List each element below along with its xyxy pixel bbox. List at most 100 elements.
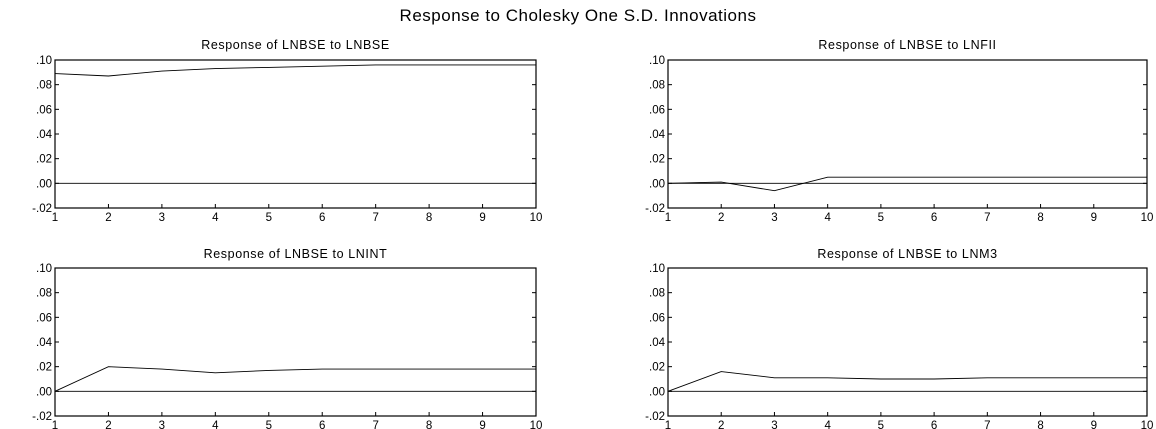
data-point [481, 64, 483, 66]
y-tick-label: .06 [649, 104, 665, 116]
data-point [107, 365, 109, 367]
data-point [667, 390, 669, 392]
data-point [321, 368, 323, 370]
y-tick-label: -.02 [645, 411, 665, 423]
x-tick-label: 5 [266, 420, 272, 429]
data-point [161, 70, 163, 72]
y-tick-label: .10 [36, 55, 52, 67]
x-tick-label: 6 [319, 212, 325, 224]
x-tick-label: 3 [771, 212, 777, 224]
data-point [1039, 377, 1041, 379]
data-point [826, 377, 828, 379]
x-tick-label: 2 [105, 212, 111, 224]
data-point [321, 65, 323, 67]
data-point [1146, 176, 1148, 178]
data-point [161, 368, 163, 370]
chart-panel-3: Response of LNBSE to LNINT .10 .08 .06 .04 .0… [32, 247, 542, 429]
data-point [1039, 176, 1041, 178]
data-point [428, 64, 430, 66]
x-tick-label: 8 [426, 212, 432, 224]
data-point [214, 372, 216, 374]
y-tick-label: .08 [36, 288, 52, 300]
y-tick-label: .10 [649, 55, 665, 67]
data-point [374, 64, 376, 66]
panel-title: Response of LNBSE to LNINT [204, 247, 388, 261]
data-point [933, 378, 935, 380]
data-point [773, 190, 775, 192]
x-tick-label: 9 [1091, 212, 1097, 224]
x-tick-label: 1 [665, 420, 671, 429]
x-tick-label: 1 [52, 420, 58, 429]
panel-title: Response of LNBSE to LNM3 [817, 247, 997, 261]
data-point [107, 75, 109, 77]
y-tick-label: .10 [36, 263, 52, 275]
x-tick-label: 5 [266, 212, 272, 224]
x-tick-label: 9 [1091, 420, 1097, 429]
x-tick-label: 6 [931, 420, 937, 429]
x-tick-label: 8 [1037, 212, 1043, 224]
x-tick-label: 4 [824, 420, 831, 429]
x-tick-label: 2 [105, 420, 111, 429]
data-point [428, 368, 430, 370]
x-tick-label: 9 [479, 212, 485, 224]
response-series-line [54, 366, 536, 392]
y-tick-label: .00 [649, 178, 665, 190]
x-tick-label: 4 [212, 420, 219, 429]
y-tick-label: .06 [36, 104, 52, 116]
x-tick-label: 8 [1037, 420, 1043, 429]
chart-panel-1: Response of LNBSE to LNBSE .10 .08 .06 .04 .0… [32, 38, 542, 224]
y-tick-label: .04 [36, 129, 53, 141]
response-series-line [54, 64, 536, 77]
x-tick-label: 5 [878, 212, 884, 224]
y-tick-label: .10 [649, 263, 665, 275]
y-tick-label: .00 [36, 386, 52, 398]
x-tick-label: 10 [530, 212, 543, 224]
data-point [933, 176, 935, 178]
plot-frame [54, 267, 537, 417]
y-tick-label: .02 [649, 154, 665, 166]
x-tick-label: 1 [665, 212, 671, 224]
y-tick-label: .06 [649, 312, 665, 324]
x-tick-label: 6 [319, 420, 325, 429]
y-tick-label: .04 [36, 337, 53, 349]
x-tick-label: 3 [159, 420, 165, 429]
y-tick-label: .08 [36, 80, 52, 92]
y-tick-label: .04 [649, 337, 666, 349]
data-point [1146, 377, 1148, 379]
y-tick-label: .08 [649, 80, 665, 92]
data-point [54, 390, 56, 392]
response-series-line [667, 176, 1147, 192]
y-tick-label: -.02 [645, 203, 665, 215]
response-series-line [667, 371, 1147, 392]
y-tick-label: .00 [649, 386, 665, 398]
x-tick-label: 7 [372, 420, 378, 429]
panel-title: Response of LNBSE to LNBSE [201, 38, 390, 52]
panel-title: Response of LNBSE to LNFII [818, 38, 996, 52]
data-point [535, 64, 537, 66]
figure-title: Response to Cholesky One S.D. Innovation… [399, 6, 757, 25]
data-point [720, 370, 722, 372]
plot-frame [54, 59, 537, 209]
y-tick-label: .00 [36, 178, 52, 190]
x-tick-label: 2 [718, 212, 724, 224]
y-tick-label: .02 [36, 154, 52, 166]
data-point [1093, 377, 1095, 379]
x-tick-label: 1 [52, 212, 58, 224]
data-point [1093, 176, 1095, 178]
y-tick-label: -.02 [32, 411, 52, 423]
x-tick-label: 6 [931, 212, 937, 224]
chart-panel-2: Response of LNBSE to LNFII .10 .08 .06 .04 .0… [645, 38, 1153, 224]
y-tick-label: -.02 [32, 203, 52, 215]
data-point [667, 182, 669, 184]
y-tick-label: .08 [649, 288, 665, 300]
chart-panel-4: Response of LNBSE to LNM3 .10 .08 .06 .04 .02… [645, 247, 1153, 429]
x-tick-label: 7 [984, 420, 990, 429]
x-tick-label: 3 [771, 420, 777, 429]
data-point [773, 377, 775, 379]
y-tick-label: .02 [36, 362, 52, 374]
data-point [535, 368, 537, 370]
y-tick-label: .04 [649, 129, 666, 141]
plot-frame [667, 267, 1148, 417]
plot-frame [667, 59, 1148, 209]
x-tick-label: 7 [984, 212, 990, 224]
